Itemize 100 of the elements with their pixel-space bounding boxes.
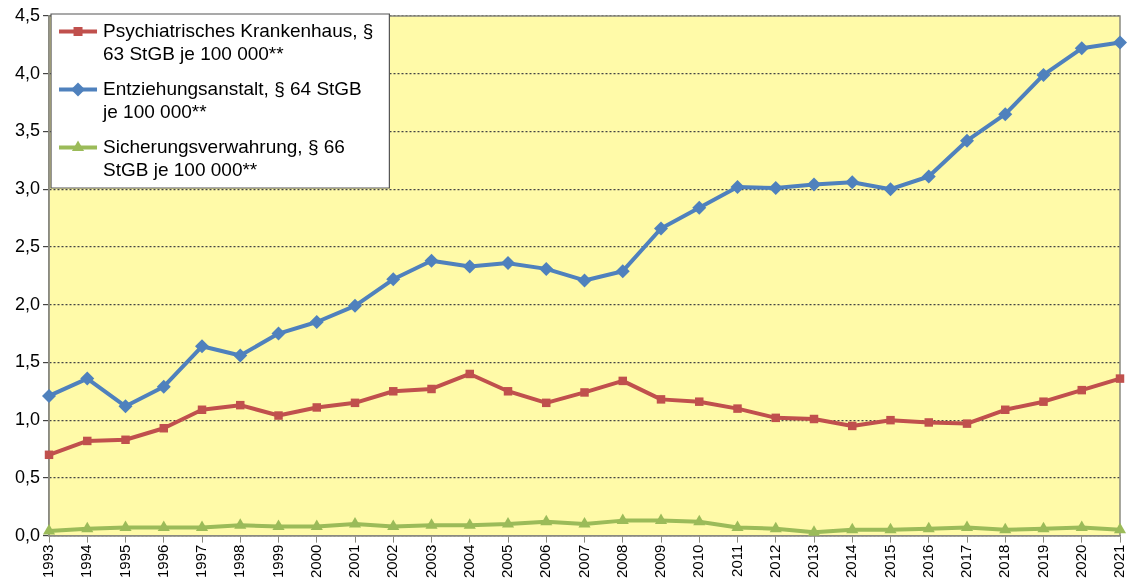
x-tick-label: 2021 xyxy=(1110,544,1128,579)
point xyxy=(886,415,895,425)
x-tick-label: 2001 xyxy=(345,544,363,579)
x-tick-label: 2002 xyxy=(383,544,401,579)
point xyxy=(236,400,245,410)
point xyxy=(425,518,438,529)
point xyxy=(81,521,94,533)
point xyxy=(42,524,56,535)
point xyxy=(542,398,551,408)
point xyxy=(424,253,439,268)
point xyxy=(386,272,401,287)
x-tick-label: 2018 xyxy=(995,544,1013,579)
point xyxy=(312,403,322,412)
point xyxy=(580,388,589,397)
x-tick-label: 1999 xyxy=(268,544,286,579)
point xyxy=(921,169,936,184)
point xyxy=(999,522,1012,534)
point xyxy=(310,519,323,530)
point xyxy=(695,397,704,406)
point xyxy=(693,514,706,526)
point xyxy=(539,261,554,276)
y-tick-label: 2,0 xyxy=(14,293,41,314)
point xyxy=(577,273,592,288)
x-tick-label: 2020 xyxy=(1071,544,1089,579)
point xyxy=(83,436,92,446)
point xyxy=(733,404,742,413)
point xyxy=(615,264,630,279)
point xyxy=(540,514,553,526)
x-tick-label: 2008 xyxy=(612,544,630,579)
point xyxy=(1115,374,1125,383)
x-tick-label: 2010 xyxy=(689,544,707,579)
x-tick-label: 2009 xyxy=(651,544,669,579)
x-tick-label: 2015 xyxy=(880,544,898,579)
point xyxy=(731,520,744,532)
point xyxy=(692,200,707,215)
point xyxy=(1075,520,1088,532)
point xyxy=(960,520,974,532)
y-tick-label: 4,5 xyxy=(14,4,41,25)
point xyxy=(271,326,286,341)
x-tick-label: 2013 xyxy=(804,544,822,579)
point xyxy=(884,522,897,534)
legend-label: Psychiatrisches Krankenhaus, § 63 StGB je 100 000** xyxy=(103,19,374,64)
point xyxy=(656,395,666,404)
y-tick-label: 0,5 xyxy=(14,466,41,487)
x-tick-label: 1993 xyxy=(39,544,57,579)
point xyxy=(883,182,898,197)
point xyxy=(1074,41,1089,56)
x-tick-label: 2012 xyxy=(765,544,783,579)
point xyxy=(501,517,515,528)
y-tick-label: 1,5 xyxy=(14,351,41,372)
point xyxy=(233,348,248,363)
x-tick-label: 2019 xyxy=(1033,544,1051,579)
point xyxy=(309,315,324,330)
y-tick-label: 0,0 xyxy=(14,524,41,545)
point xyxy=(1113,522,1127,534)
point xyxy=(807,525,821,536)
x-tick-label: 1998 xyxy=(230,544,248,579)
x-tick-label: 1995 xyxy=(115,544,133,579)
x-tick-label: 2000 xyxy=(306,544,324,579)
point xyxy=(80,371,95,386)
point xyxy=(348,517,362,528)
point xyxy=(768,181,783,196)
point xyxy=(845,175,860,190)
point xyxy=(807,177,822,192)
x-tick-label: 1996 xyxy=(153,544,171,579)
point xyxy=(501,256,516,271)
y-tick-label: 3,0 xyxy=(14,178,41,199)
x-tick-label: 2003 xyxy=(421,544,439,579)
y-tick-label: 2,5 xyxy=(14,235,41,256)
point xyxy=(272,519,285,530)
x-tick-label: 2011 xyxy=(727,544,745,577)
point xyxy=(616,513,629,525)
point xyxy=(348,298,363,313)
point xyxy=(42,388,57,403)
point xyxy=(962,419,972,428)
point xyxy=(924,418,933,427)
x-tick-label: 2014 xyxy=(842,544,860,579)
y-tick-label: 4,0 xyxy=(14,62,41,83)
y-tick-label: 1,0 xyxy=(14,409,41,430)
point xyxy=(234,518,247,529)
point xyxy=(119,520,132,532)
point xyxy=(578,517,591,528)
point xyxy=(156,379,171,394)
point xyxy=(654,221,669,236)
point xyxy=(463,518,476,529)
x-tick-label: 2005 xyxy=(498,544,516,579)
point xyxy=(960,133,974,148)
point xyxy=(157,520,170,532)
point xyxy=(387,519,400,530)
point xyxy=(503,387,513,396)
x-tick-label: 2006 xyxy=(536,544,554,579)
point xyxy=(730,179,745,194)
x-tick-label: 2007 xyxy=(574,544,592,579)
point xyxy=(462,259,477,274)
point xyxy=(427,384,436,394)
point xyxy=(274,411,283,420)
point xyxy=(769,521,782,533)
x-tick-label: 2017 xyxy=(957,544,975,579)
point xyxy=(389,387,398,396)
point xyxy=(1113,35,1127,50)
